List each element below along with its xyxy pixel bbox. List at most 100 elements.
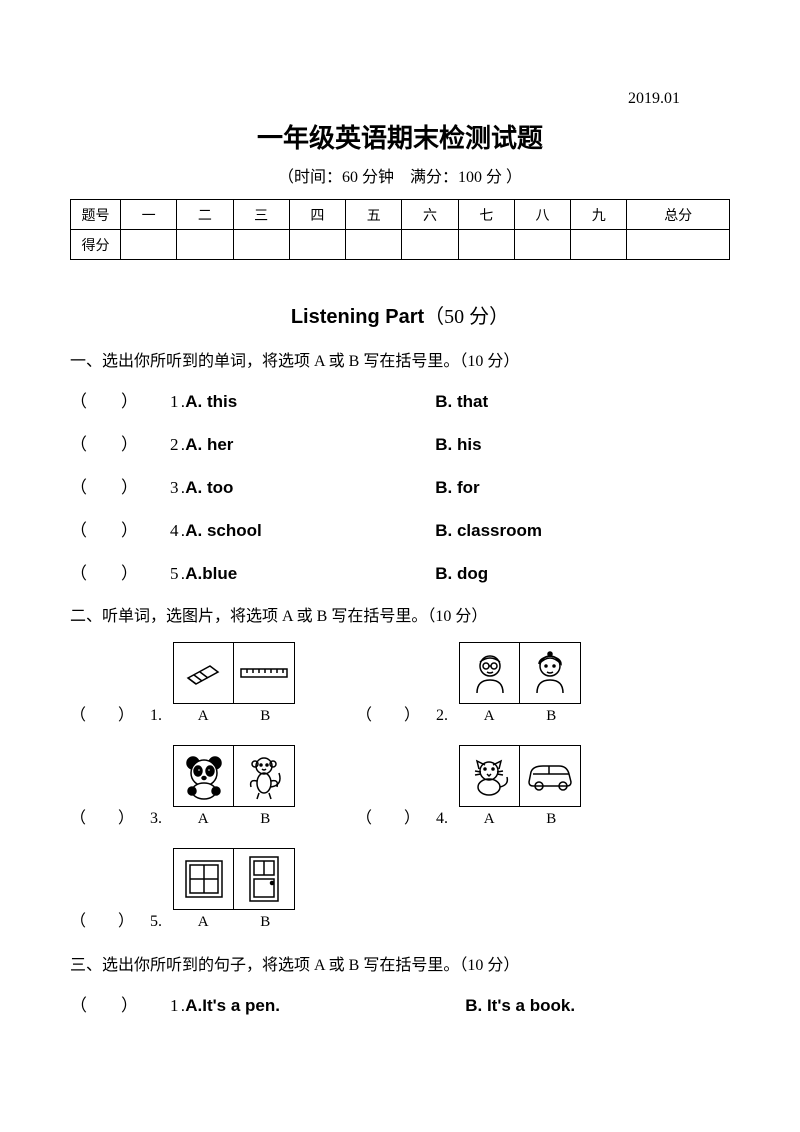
option-b: B. for: [435, 478, 479, 498]
score-cell: [233, 230, 289, 260]
option-b: B. dog: [435, 564, 488, 584]
score-cell: 八: [514, 200, 570, 230]
sec2-q3: （ ） 3. AB: [70, 745, 296, 828]
score-cell: [571, 230, 627, 260]
ruler-icon: [234, 643, 294, 703]
option-b: B. his: [435, 435, 481, 455]
label-b: B: [546, 811, 556, 828]
grandma-icon: [520, 643, 580, 703]
ab-labels: AB: [458, 811, 582, 828]
exam-date: 2019.01: [70, 90, 680, 108]
sec1-q1: （ ） 1. A. this B. that: [70, 387, 730, 412]
option-b: B. classroom: [435, 521, 542, 541]
score-cell: [121, 230, 177, 260]
image-pair: [173, 642, 295, 704]
sec1-instruction: 一、选出你所听到的单词，将选项 A 或 B 写在括号里。（10 分）: [70, 347, 730, 371]
panda-icon: [174, 746, 234, 806]
score-cell: [289, 230, 345, 260]
answer-blank: （ ）: [70, 804, 150, 828]
score-cell: 题号: [71, 200, 121, 230]
answer-blank: （ ）: [70, 473, 170, 498]
score-cell: 总分: [627, 200, 730, 230]
answer-blank: （ ）: [70, 907, 150, 931]
score-cell: 九: [571, 200, 627, 230]
label-a: A: [484, 708, 495, 725]
score-cell: 一: [121, 200, 177, 230]
option-a: A.blue: [185, 564, 435, 584]
q-number: 1: [170, 996, 179, 1016]
image-pair: [173, 848, 295, 910]
exam-subtitle: （时间：60 分钟 满分：100 分 ）: [70, 163, 730, 187]
sec2-row3: （ ） 5. AB: [70, 848, 730, 931]
sec2-instruction: 二、听单词，选图片，将选项 A 或 B 写在括号里。（10 分）: [70, 602, 730, 626]
sec1-q5: （ ） 5. A.blue B. dog: [70, 559, 730, 584]
score-cell: 六: [402, 200, 458, 230]
option-b: B. that: [435, 392, 488, 412]
option-a: A. school: [185, 521, 435, 541]
q-number: 1: [170, 392, 179, 412]
ab-labels: AB: [172, 708, 296, 725]
window-icon: [174, 849, 234, 909]
score-cell: 四: [289, 200, 345, 230]
listening-heading: Listening Part（50 分）: [70, 300, 730, 329]
label-a: A: [198, 914, 209, 931]
ab-labels: AB: [172, 811, 296, 828]
score-cell: [514, 230, 570, 260]
option-a: A. her: [185, 435, 435, 455]
option-a: A. too: [185, 478, 435, 498]
label-b: B: [260, 708, 270, 725]
score-value-row: 得分: [71, 230, 730, 260]
grandpa-icon: [460, 643, 520, 703]
sec2-q5: （ ） 5. AB: [70, 848, 296, 931]
q-number: 3: [170, 478, 179, 498]
car-icon: [520, 746, 580, 806]
answer-blank: （ ）: [356, 701, 436, 725]
answer-blank: （ ）: [70, 701, 150, 725]
label-b: B: [546, 708, 556, 725]
option-a: A. this: [185, 392, 435, 412]
q-number: 4.: [436, 810, 448, 828]
answer-blank: （ ）: [356, 804, 436, 828]
label-a: A: [198, 708, 209, 725]
q-number: 5.: [150, 913, 162, 931]
door-icon: [234, 849, 294, 909]
ab-labels: AB: [458, 708, 582, 725]
q-number: 2.: [436, 707, 448, 725]
q-number: 2: [170, 435, 179, 455]
listening-heading-bold: Listening Part: [291, 306, 424, 328]
score-cell: 得分: [71, 230, 121, 260]
sec2-q1: （ ） 1. AB: [70, 642, 296, 725]
score-cell: [627, 230, 730, 260]
eraser-icon: [174, 643, 234, 703]
listening-heading-pts: （50 分）: [424, 306, 509, 328]
q-number: 5: [170, 564, 179, 584]
sec3-instruction: 三、选出你所听到的句子，将选项 A 或 B 写在括号里。（10 分）: [70, 951, 730, 975]
sec2-q2: （ ） 2. AB: [356, 642, 582, 725]
score-header-row: 题号 一 二 三 四 五 六 七 八 九 总分: [71, 200, 730, 230]
sec1-q2: （ ） 2. A. her B. his: [70, 430, 730, 455]
sec3-q1: （ ） 1. A.It's a pen. B. It's a book.: [70, 991, 730, 1016]
score-cell: 二: [177, 200, 233, 230]
answer-blank: （ ）: [70, 430, 170, 455]
score-cell: 七: [458, 200, 514, 230]
q-number: 1.: [150, 707, 162, 725]
label-a: A: [484, 811, 495, 828]
score-cell: [458, 230, 514, 260]
option-a: A.It's a pen.: [185, 996, 465, 1016]
sec2-row2: （ ） 3. AB （ ） 4.: [70, 745, 730, 828]
sec1-q3: （ ） 3. A. too B. for: [70, 473, 730, 498]
sec2-q4: （ ） 4. AB: [356, 745, 582, 828]
monkey-icon: [234, 746, 294, 806]
ab-labels: AB: [172, 914, 296, 931]
q-number: 4: [170, 521, 179, 541]
label-b: B: [260, 811, 270, 828]
score-cell: [346, 230, 402, 260]
answer-blank: （ ）: [70, 516, 170, 541]
answer-blank: （ ）: [70, 387, 170, 412]
score-cell: [177, 230, 233, 260]
score-cell: 五: [346, 200, 402, 230]
sec2-row1: （ ） 1. AB （ ） 2.: [70, 642, 730, 725]
label-b: B: [260, 914, 270, 931]
q-number: 3.: [150, 810, 162, 828]
image-pair: [459, 745, 581, 807]
